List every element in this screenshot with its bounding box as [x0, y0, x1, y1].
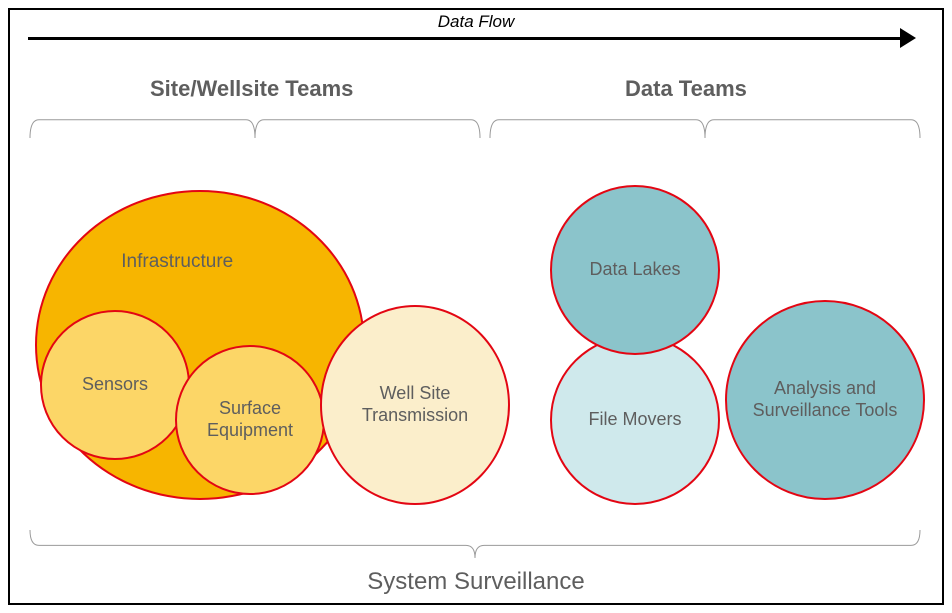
label-data-lakes: Data Lakes [589, 259, 680, 281]
header-site-teams: Site/Wellsite Teams [150, 76, 353, 102]
circle-data-lakes: Data Lakes [550, 185, 720, 355]
circle-surface-equipment: Surface Equipment [175, 345, 325, 495]
circle-sensors: Sensors [40, 310, 190, 460]
circle-analysis-tools: Analysis and Surveillance Tools [725, 300, 925, 500]
label-sensors: Sensors [82, 374, 148, 396]
bracket-system-surveillance [30, 530, 920, 558]
label-surface-equipment: Surface Equipment [186, 398, 314, 441]
circle-file-movers: File Movers [550, 335, 720, 505]
data-flow-arrow-head [900, 28, 916, 48]
footer-system-surveillance: System Surveillance [0, 568, 952, 596]
label-file-movers: File Movers [588, 409, 681, 431]
data-flow-arrow-line [28, 37, 900, 40]
label-analysis-tools: Analysis and Surveillance Tools [740, 378, 910, 421]
label-well-site-transmission: Well Site Transmission [334, 383, 496, 426]
header-data-teams: Data Teams [625, 76, 747, 102]
data-flow-label: Data Flow [0, 12, 952, 32]
circle-well-site-transmission: Well Site Transmission [320, 305, 510, 505]
bracket-site-teams [30, 110, 480, 138]
bracket-data-teams [490, 110, 920, 138]
label-infrastructure: Infrastructure [37, 251, 318, 274]
